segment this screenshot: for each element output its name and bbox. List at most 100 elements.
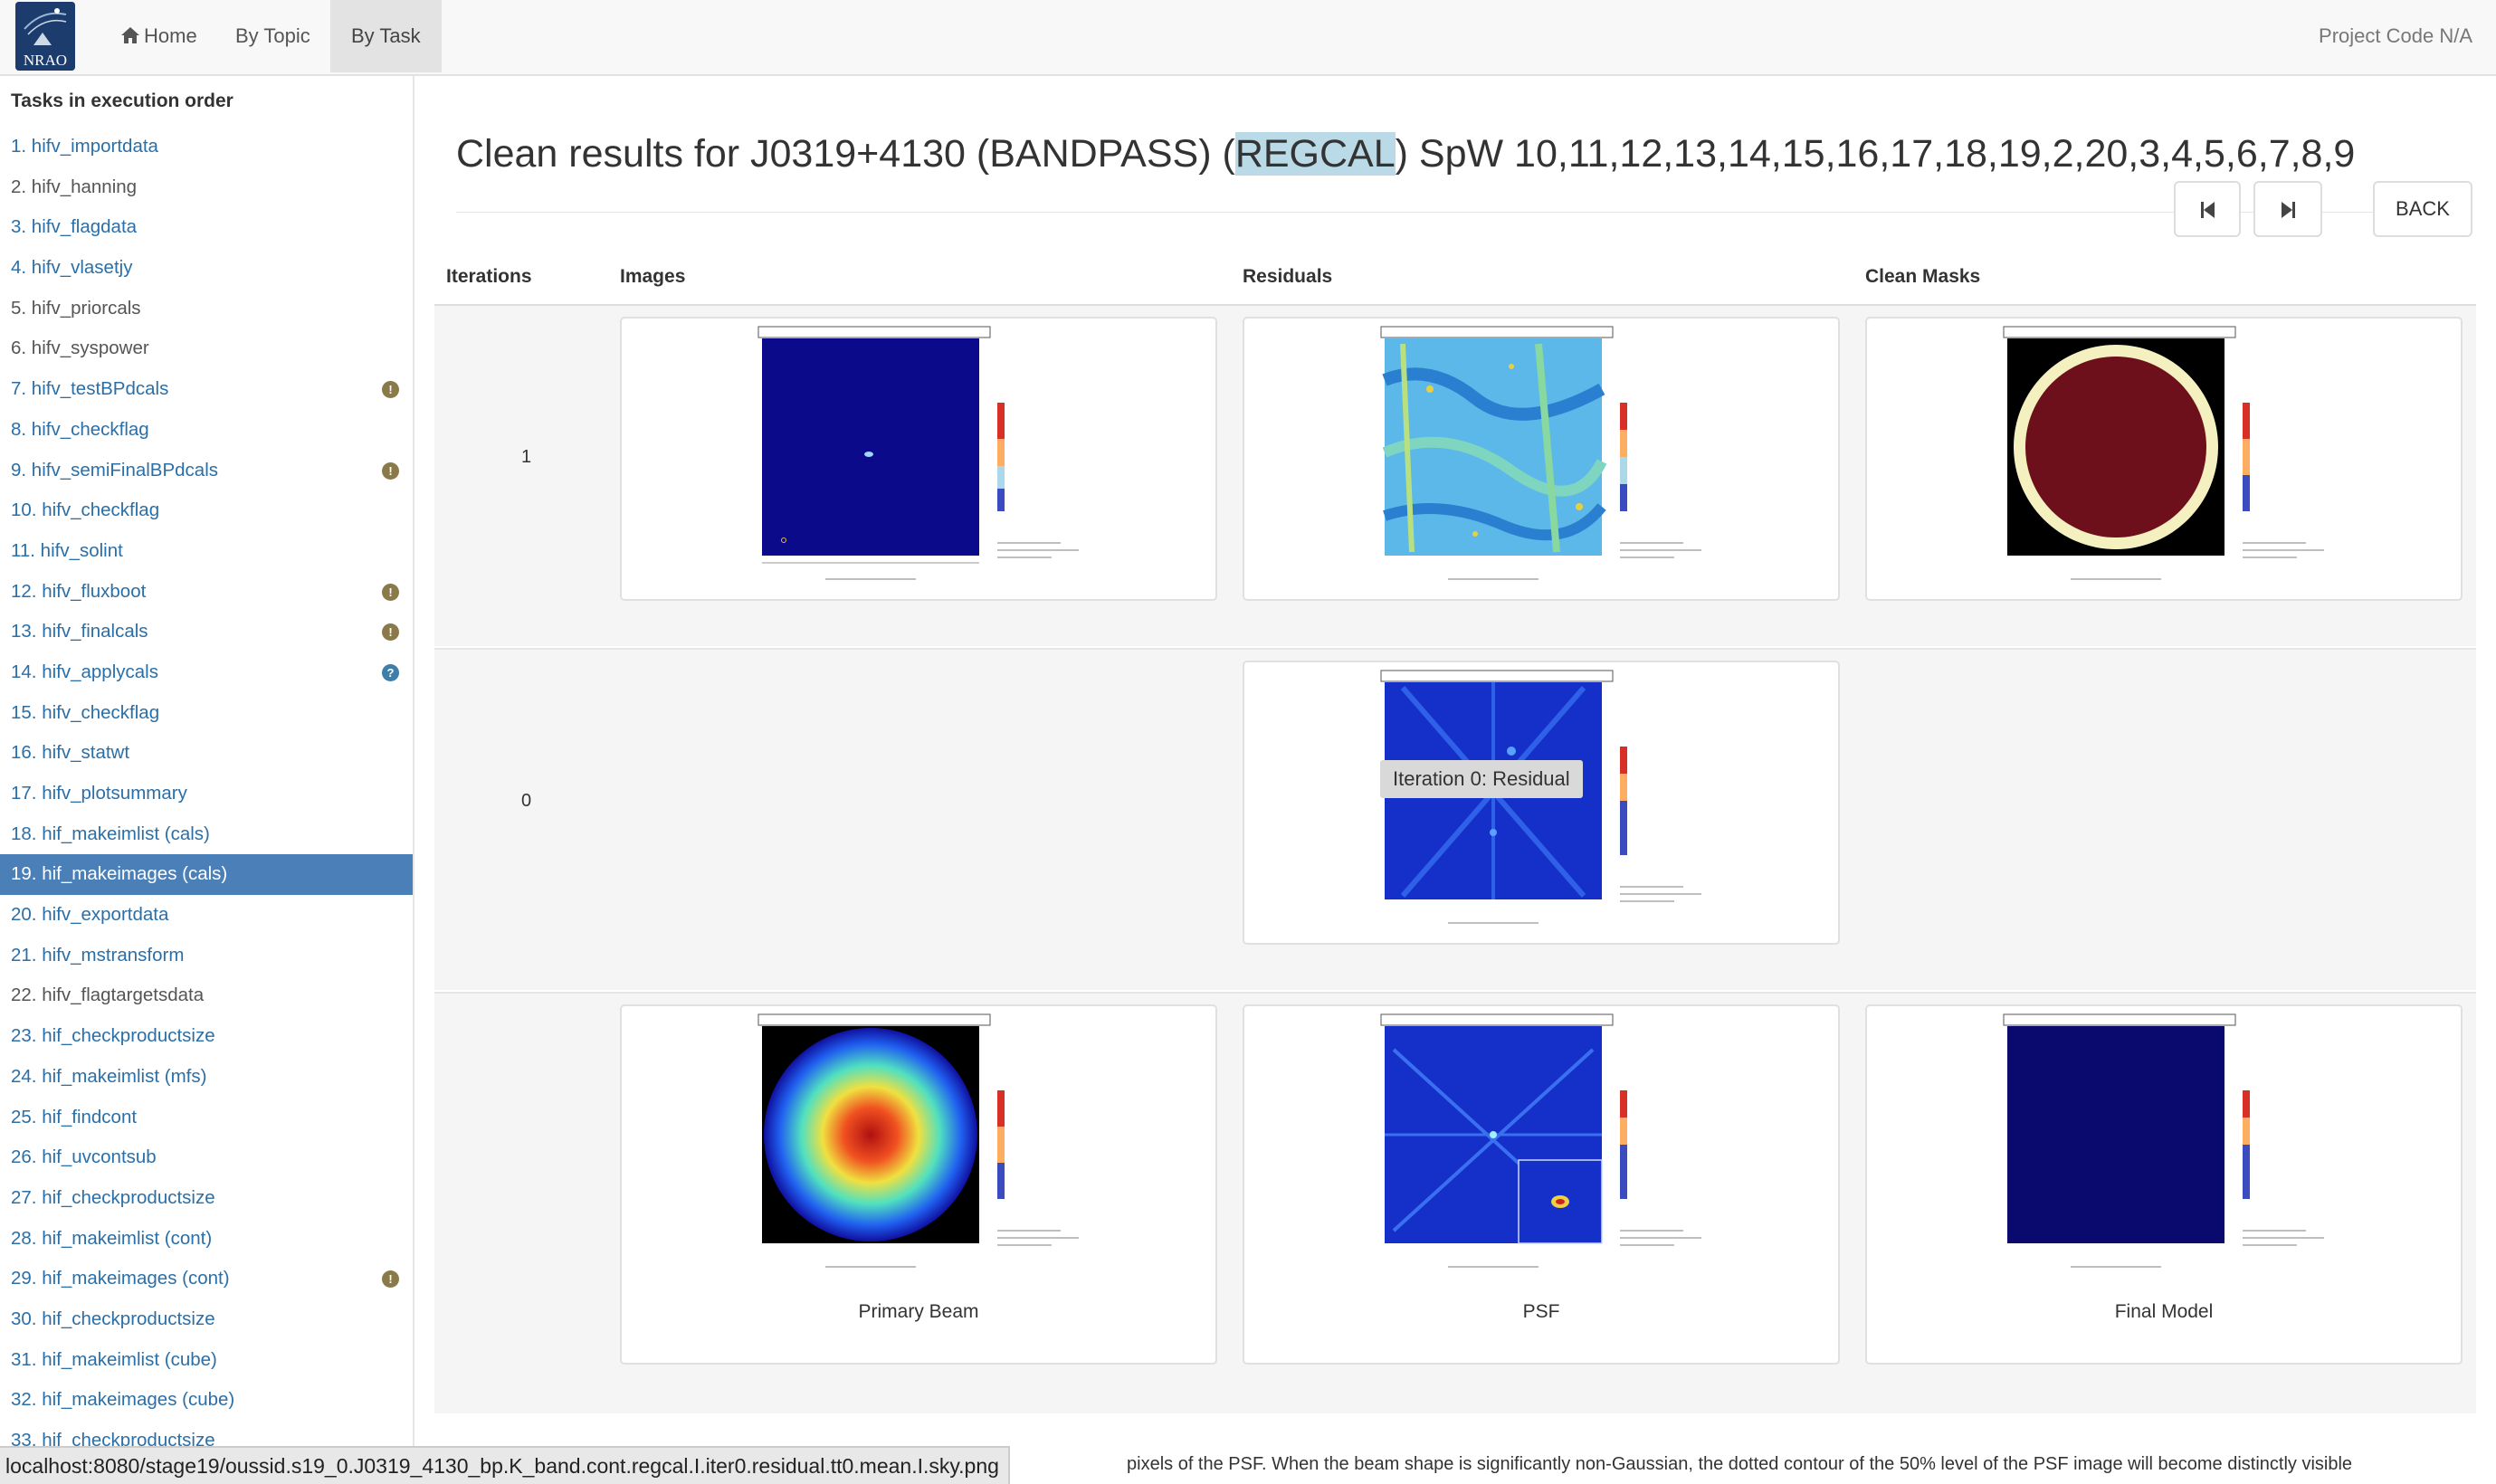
sidebar-task-item[interactable]: 20. hifv_exportdata bbox=[0, 895, 413, 936]
column-header-clean-masks: Clean Masks bbox=[1865, 266, 1981, 287]
nrao-logo[interactable]: NRAO bbox=[15, 2, 75, 71]
sidebar-task-label: 4. hifv_vlasetjy bbox=[11, 257, 133, 279]
sidebar-task-item[interactable]: 31. hif_makeimlist (cube) bbox=[0, 1340, 413, 1381]
sidebar-task-item[interactable]: 1. hifv_importdata bbox=[0, 127, 413, 167]
sidebar-task-item[interactable]: 28. hif_makeimlist (cont) bbox=[0, 1219, 413, 1260]
iteration-number: 0 bbox=[521, 791, 532, 811]
title-highlight: REGCAL bbox=[1234, 132, 1396, 176]
sidebar-task-label: 17. hifv_plotsummary bbox=[11, 783, 187, 804]
column-header-residuals: Residuals bbox=[1243, 266, 1333, 287]
sidebar-task-label: 2. hifv_hanning bbox=[11, 176, 138, 197]
image-thumbnail[interactable] bbox=[620, 317, 1217, 601]
sidebar-task-item[interactable]: 3. hifv_flagdata bbox=[0, 207, 413, 248]
image-plot bbox=[753, 326, 1097, 588]
sidebar-task-item[interactable]: 15. hifv_checkflag bbox=[0, 693, 413, 734]
nav-by-task-link[interactable]: By Task bbox=[330, 0, 442, 72]
sidebar-task-label: 25. hif_findcont bbox=[11, 1106, 138, 1127]
table-row: 0 Iteration 0: Residual bbox=[434, 648, 2476, 990]
sidebar-task-item[interactable]: 8. hifv_checkflag bbox=[0, 410, 413, 451]
sidebar-task-item[interactable]: 17. hifv_plotsummary bbox=[0, 774, 413, 814]
sidebar-task-label: 6. hifv_syspower bbox=[11, 338, 149, 359]
first-page-button[interactable] bbox=[2174, 181, 2241, 237]
sidebar-task-item[interactable]: 25. hif_findcont bbox=[0, 1098, 413, 1138]
sidebar-task-item[interactable]: 26. hif_uvcontsub bbox=[0, 1137, 413, 1178]
home-icon bbox=[121, 27, 139, 43]
back-button[interactable]: BACK bbox=[2373, 181, 2472, 237]
sidebar-task-label: 26. hif_uvcontsub bbox=[11, 1146, 157, 1168]
residual-tooltip: Iteration 0: Residual bbox=[1380, 760, 1583, 798]
top-navbar: NRAO Home By Topic By Task Project Code … bbox=[0, 0, 2496, 76]
title-text: Clean results for J0319+4130 (BANDPASS) … bbox=[456, 132, 1235, 176]
sidebar-task-item[interactable]: 18. hif_makeimlist (cals) bbox=[0, 814, 413, 855]
sidebar-task-item[interactable]: 29. hif_makeimages (cont)! bbox=[0, 1259, 413, 1299]
svg-text:NRAO: NRAO bbox=[24, 52, 67, 69]
main-content: Clean results for J0319+4130 (BANDPASS) … bbox=[414, 76, 2496, 1484]
skip-first-icon bbox=[2200, 197, 2215, 220]
table-row: 1 bbox=[434, 306, 2476, 646]
sidebar-task-label: 22. hifv_flagtargetsdata bbox=[11, 985, 205, 1006]
sidebar-task-item[interactable]: 6. hifv_syspower bbox=[0, 328, 413, 369]
sidebar-task-label: 31. hif_makeimlist (cube) bbox=[11, 1348, 217, 1370]
sidebar-task-item[interactable]: 4. hifv_vlasetjy bbox=[0, 248, 413, 289]
sidebar-task-item[interactable]: 9. hifv_semiFinalBPdcals! bbox=[0, 451, 413, 491]
nav-home-label: Home bbox=[144, 24, 197, 47]
sidebar-task-item[interactable]: 2. hifv_hanning bbox=[0, 167, 413, 208]
residual-thumbnail[interactable] bbox=[1243, 317, 1840, 601]
sidebar-task-label: 19. hif_makeimages (cals) bbox=[11, 863, 228, 885]
sidebar-task-label: 21. hifv_mstransform bbox=[11, 944, 185, 966]
final-model-thumbnail[interactable]: Final Model bbox=[1865, 1004, 2463, 1365]
sidebar-task-item[interactable]: 27. hif_checkproductsize bbox=[0, 1178, 413, 1219]
sidebar-task-label: 16. hifv_statwt bbox=[11, 742, 130, 764]
sidebar-task-item[interactable]: 10. hifv_checkflag bbox=[0, 490, 413, 531]
sidebar-task-item[interactable]: 13. hifv_finalcals! bbox=[0, 612, 413, 652]
sidebar-task-label: 29. hif_makeimages (cont) bbox=[11, 1268, 230, 1289]
sidebar-task-item[interactable]: 11. hifv_solint bbox=[0, 531, 413, 572]
skip-last-icon bbox=[2281, 197, 2295, 220]
question-icon: ? bbox=[382, 663, 399, 681]
sidebar-task-item[interactable]: 22. hifv_flagtargetsdata bbox=[0, 975, 413, 1016]
sidebar-task-item[interactable]: 21. hifv_mstransform bbox=[0, 936, 413, 976]
warning-icon: ! bbox=[382, 461, 399, 480]
nav-home-link[interactable]: Home bbox=[100, 0, 218, 72]
sidebar-task-item[interactable]: 33. hif_checkproductsize bbox=[0, 1421, 413, 1461]
sidebar-task-item[interactable]: 16. hifv_statwt bbox=[0, 733, 413, 774]
sidebar-task-item[interactable]: 19. hif_makeimages (cals) bbox=[0, 854, 413, 896]
sidebar-task-label: 18. hif_makeimlist (cals) bbox=[11, 823, 210, 844]
clean-mask-thumbnail[interactable] bbox=[1865, 317, 2463, 601]
sidebar-task-label: 20. hifv_exportdata bbox=[11, 904, 169, 926]
sidebar-task-label: 12. hifv_fluxboot bbox=[11, 580, 147, 602]
residual-thumbnail[interactable]: Iteration 0: Residual bbox=[1243, 661, 1840, 945]
sidebar-task-item[interactable]: 14. hifv_applycals? bbox=[0, 652, 413, 693]
title-divider bbox=[456, 212, 2438, 213]
sidebar-task-item[interactable]: 12. hifv_fluxboot! bbox=[0, 572, 413, 613]
psf-description-text: pixels of the PSF. When the beam shape i… bbox=[1127, 1454, 2353, 1474]
sidebar-task-item[interactable]: 30. hif_checkproductsize bbox=[0, 1299, 413, 1340]
sidebar-task-item[interactable]: 23. hif_checkproductsize bbox=[0, 1016, 413, 1057]
task-sidebar: Tasks in execution order 1. hifv_importd… bbox=[0, 76, 414, 1484]
sidebar-task-label: 27. hif_checkproductsize bbox=[11, 1186, 215, 1208]
sidebar-task-item[interactable]: 5. hifv_priorcals bbox=[0, 289, 413, 329]
residual-plot bbox=[1376, 326, 1720, 588]
psf-thumbnail[interactable]: PSF bbox=[1243, 1004, 1840, 1365]
sidebar-task-label: 30. hif_checkproductsize bbox=[11, 1308, 215, 1329]
column-header-images: Images bbox=[620, 266, 686, 287]
primary-beam-plot bbox=[753, 1013, 1097, 1276]
primary-beam-thumbnail[interactable]: Primary Beam bbox=[620, 1004, 1217, 1365]
sidebar-task-label: 7. hifv_testBPdcals bbox=[11, 378, 169, 400]
last-page-button[interactable] bbox=[2253, 181, 2322, 237]
sidebar-task-label: 10. hifv_checkflag bbox=[11, 499, 160, 521]
table-header-divider bbox=[434, 304, 2476, 306]
warning-icon: ! bbox=[382, 1270, 399, 1289]
sidebar-task-item[interactable]: 32. hif_makeimages (cube) bbox=[0, 1380, 413, 1421]
warning-icon: ! bbox=[382, 623, 399, 642]
sidebar-task-label: 28. hif_makeimlist (cont) bbox=[11, 1227, 213, 1249]
warning-icon: ! bbox=[382, 381, 399, 399]
thumbnail-caption: PSF bbox=[1522, 1301, 1560, 1322]
sidebar-task-label: 23. hif_checkproductsize bbox=[11, 1025, 215, 1047]
sidebar-task-item[interactable]: 7. hifv_testBPdcals! bbox=[0, 369, 413, 410]
sidebar-task-item[interactable]: 24. hif_makeimlist (mfs) bbox=[0, 1057, 413, 1098]
page-title: Clean results for J0319+4130 (BANDPASS) … bbox=[456, 132, 2355, 176]
thumbnail-caption: Primary Beam bbox=[858, 1301, 979, 1322]
sidebar-task-label: 33. hif_checkproductsize bbox=[11, 1430, 215, 1451]
nav-by-topic-link[interactable]: By Topic bbox=[235, 24, 310, 47]
